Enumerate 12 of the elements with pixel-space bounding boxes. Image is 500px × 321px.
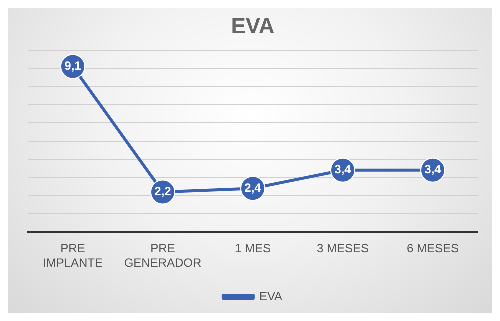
data-label: 2,2 bbox=[154, 184, 172, 199]
x-tick-label: PRE GENERADOR bbox=[124, 242, 202, 270]
data-label: 2,4 bbox=[244, 180, 262, 195]
legend-label: EVA bbox=[259, 289, 283, 304]
data-label: 9,1 bbox=[64, 59, 82, 74]
x-tick-label: 3 MESES bbox=[316, 242, 370, 256]
x-tick-label: 6 MESES bbox=[406, 242, 460, 256]
data-label: 3,4 bbox=[424, 162, 442, 177]
chart-title: EVA bbox=[231, 13, 275, 38]
data-label: 3,4 bbox=[334, 162, 352, 177]
x-tick-label: 1 MES bbox=[234, 242, 272, 256]
x-tick-label: PRE IMPLANTE bbox=[42, 242, 104, 270]
